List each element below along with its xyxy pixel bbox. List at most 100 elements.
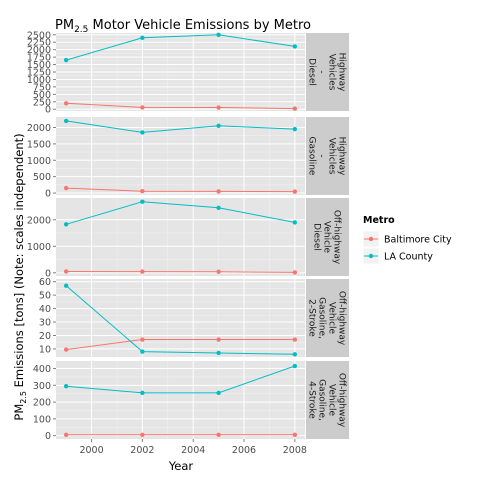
facet-strip <box>306 361 349 439</box>
data-point <box>292 126 298 132</box>
y-tick-label: 0 <box>45 189 51 200</box>
facet-strip-line: Gasoline <box>307 137 317 176</box>
y-tick-label: 50 <box>39 291 51 302</box>
y-tick-label: 400 <box>33 364 51 375</box>
data-point <box>216 123 221 129</box>
data-point <box>140 349 145 354</box>
facet-strip-line: Diesel <box>312 223 322 251</box>
data-point <box>216 432 221 438</box>
facet-strip-line: Highway <box>337 137 347 177</box>
x-tick-label: 2000 <box>79 445 103 456</box>
data-point <box>140 199 145 204</box>
data-point <box>140 130 145 135</box>
facet-panel: 0 500 1000 1500 2000 HighwayVehicles-Gasoline <box>27 117 349 200</box>
legend-item: Baltimore City <box>362 230 452 248</box>
data-point <box>140 35 145 40</box>
facet-strip-line: 4-Stroke <box>307 381 317 419</box>
series-line <box>66 339 295 351</box>
y-tick-label: 250 <box>33 97 51 108</box>
facet-strip-line: - <box>317 154 327 157</box>
legend-item: LA County <box>362 247 433 265</box>
data-point <box>292 189 298 194</box>
data-point <box>292 44 298 49</box>
facet-strip-line: 2-Stroke <box>307 299 317 337</box>
facet-strip-line: Off-highway <box>337 373 347 428</box>
y-tick-label: 2250 <box>27 38 51 49</box>
facet-strip-line: Gasoline, <box>317 297 327 339</box>
series-line <box>66 365 295 394</box>
facet-strip-line: Vehicles <box>327 54 337 91</box>
x-axis: 2000 2002 2004 2006 2008 <box>79 439 307 456</box>
data-point <box>140 105 145 110</box>
data-point <box>216 350 221 356</box>
panel-background <box>56 198 305 276</box>
data-point <box>140 189 145 194</box>
x-tick-label: 2004 <box>181 445 205 456</box>
y-tick-label: 2000 <box>27 215 51 226</box>
legend-label: Baltimore City <box>384 235 452 246</box>
facet-strip-line: Gasoline, <box>317 379 327 421</box>
data-point <box>63 118 69 124</box>
chart-title: PM2.5 Motor Vehicle Emissions by Metro <box>55 18 311 35</box>
data-point <box>140 269 145 274</box>
y-tick-label: 0 <box>45 431 51 442</box>
series-line <box>65 285 295 355</box>
data-point <box>216 390 221 396</box>
y-tick-label: 60 <box>39 277 51 288</box>
y-tick-label: 1000 <box>27 156 51 167</box>
data-point <box>140 432 145 438</box>
data-point <box>140 390 145 396</box>
series-line <box>66 34 295 61</box>
legend-label: LA County <box>384 252 433 263</box>
y-tick-label: 200 <box>33 398 51 409</box>
y-tick-label: 2500 <box>27 30 51 41</box>
y-tick-label: 100 <box>33 414 51 425</box>
panel-background <box>56 361 305 439</box>
data-point <box>216 337 221 342</box>
data-point <box>63 269 69 274</box>
facet-strip-line: Off-highway <box>332 210 342 265</box>
y-tick-label: 500 <box>33 90 51 101</box>
x-tick-label: 2002 <box>130 445 154 456</box>
series-line <box>66 102 295 110</box>
legend-title: Metro <box>363 215 395 226</box>
y-tick-label: 20 <box>39 331 51 342</box>
data-point <box>292 363 298 369</box>
facet-strip <box>306 198 349 276</box>
data-point <box>216 269 221 274</box>
facet-strip-line: Off-highway <box>337 291 347 346</box>
facet-strip-line: Diesel <box>307 58 317 86</box>
x-axis-label: Year <box>168 459 194 473</box>
y-tick-label: 500 <box>33 172 51 183</box>
legend-key-point <box>368 236 374 242</box>
facet-strip-line: - <box>317 70 327 73</box>
panel-background <box>56 117 305 195</box>
y-tick-label: 0 <box>45 105 51 116</box>
y-tick-label: 1500 <box>27 139 51 150</box>
data-point <box>63 57 69 63</box>
facet-strip <box>306 117 349 195</box>
y-tick-label: 30 <box>39 318 51 329</box>
x-tick-label: 2006 <box>232 445 256 456</box>
y-tick-label: 1000 <box>27 75 51 86</box>
y-tick-label: 1250 <box>27 68 51 79</box>
series-line <box>66 120 295 133</box>
facet-strip-label: Off-highwayVehicleDiesel <box>312 210 342 265</box>
data-point <box>63 283 69 288</box>
facet-strip-line: Vehicle <box>322 221 332 254</box>
facet-strip <box>306 279 349 357</box>
data-point <box>63 347 69 352</box>
series-line <box>66 201 295 225</box>
facet-strip-label: HighwayVehicles-Diesel <box>307 53 347 93</box>
data-point <box>292 432 298 438</box>
data-point <box>292 337 298 342</box>
facet-strip <box>306 33 349 111</box>
data-point <box>63 383 69 389</box>
y-tick-label: 2000 <box>27 45 51 56</box>
facet-panel: 10 20 30 40 50 60 Off-highwayVehicleGasoline,2… <box>39 277 349 357</box>
y-tick-label: 1750 <box>27 53 51 64</box>
facet-strip-label: HighwayVehicles-Gasoline <box>307 137 347 177</box>
y-tick-label: 1500 <box>27 60 51 71</box>
